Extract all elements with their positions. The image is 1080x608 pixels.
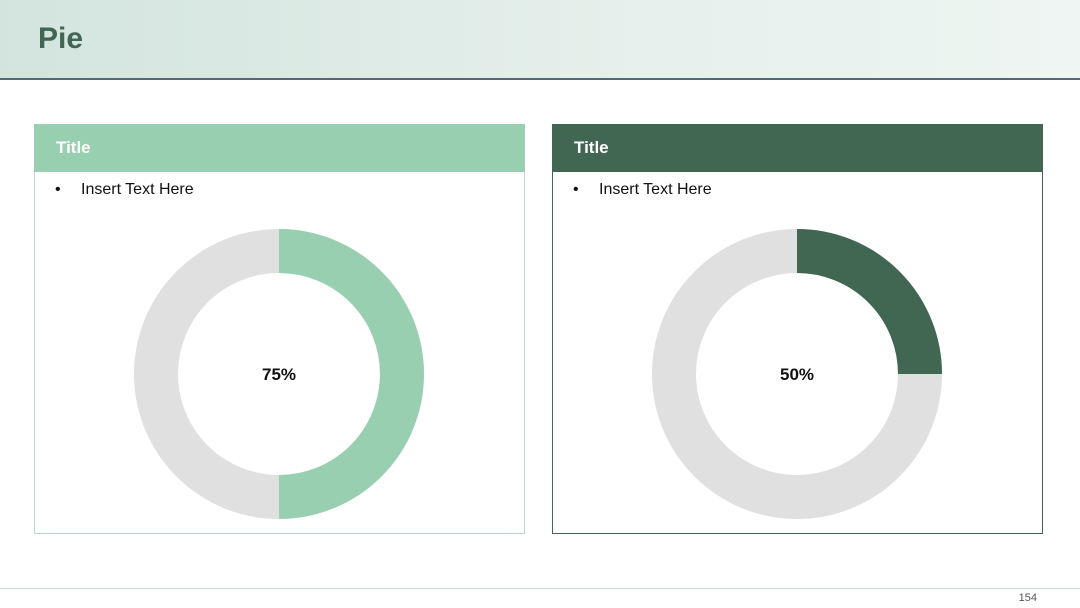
donut-value-label: 50%	[779, 365, 815, 384]
bullet-icon: •	[573, 181, 579, 198]
slide-header: Pie	[0, 0, 1080, 80]
footer-divider	[0, 588, 1080, 589]
bullet-text: Insert Text Here	[81, 181, 194, 198]
donut-value-label: 75%	[261, 365, 297, 384]
page-title: Pie	[38, 22, 84, 55]
bullet-item: • Insert Text Here	[573, 181, 712, 199]
page-number: 154	[1018, 592, 1037, 604]
bullet-item: • Insert Text Here	[55, 181, 194, 199]
donut-chart-icon	[134, 229, 424, 519]
chart-card-2: Title • Insert Text Here 50%	[552, 124, 1043, 534]
donut-chart-2: 50%	[652, 229, 942, 519]
card-title: Title	[56, 138, 91, 157]
donut-chart-1: 75%	[134, 229, 424, 519]
card-header: Title	[552, 124, 1043, 172]
donut-chart-icon	[652, 229, 942, 519]
bullet-icon: •	[55, 181, 61, 198]
chart-card-1: Title • Insert Text Here 75%	[34, 124, 525, 534]
card-title: Title	[574, 138, 609, 157]
bullet-text: Insert Text Here	[599, 181, 712, 198]
card-header: Title	[34, 124, 525, 172]
